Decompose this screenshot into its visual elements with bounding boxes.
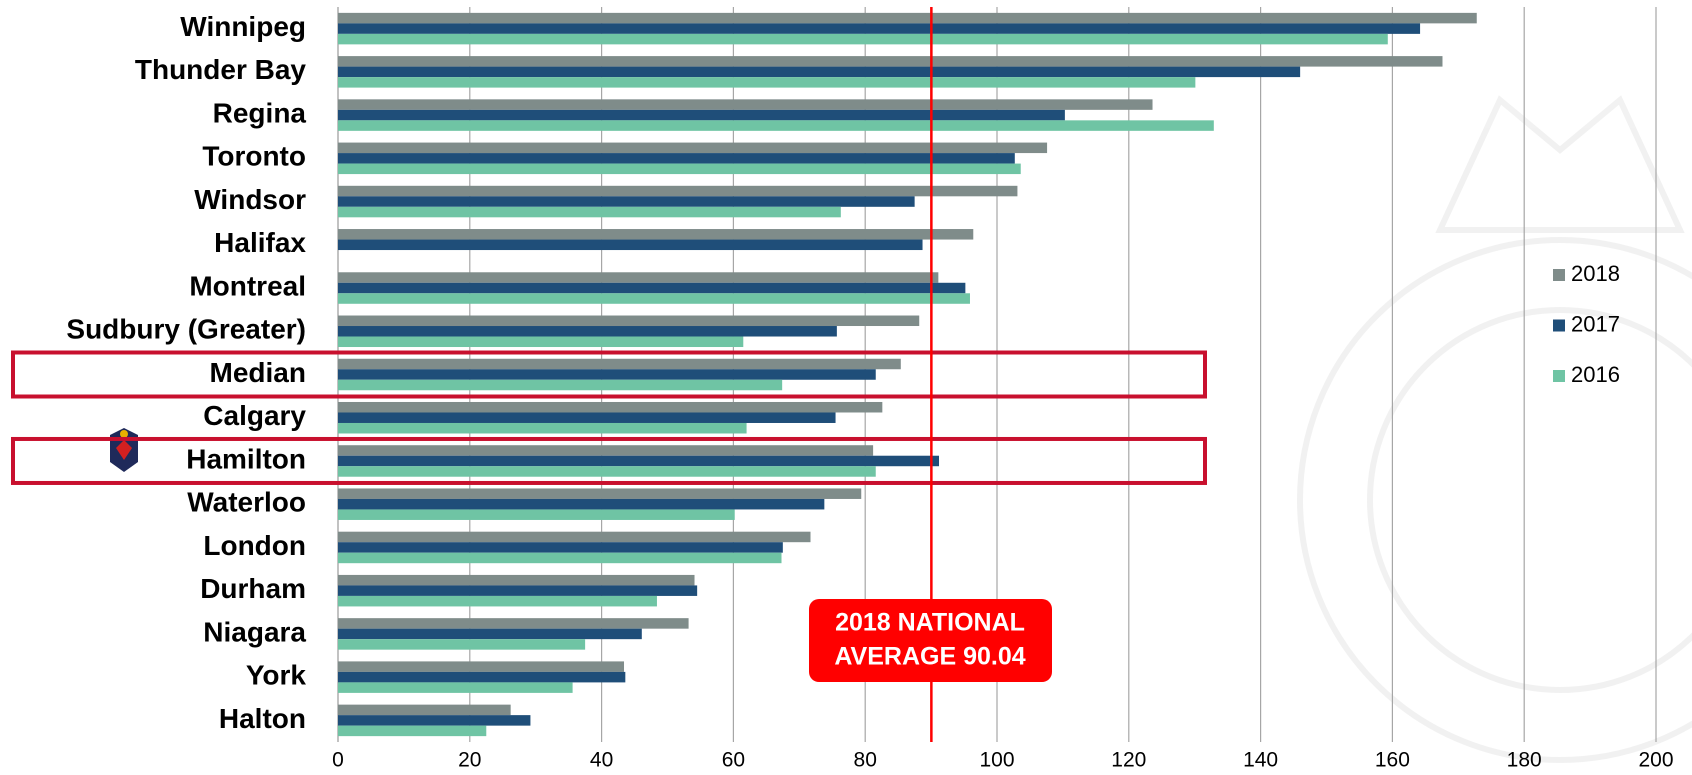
bar: [338, 715, 531, 726]
x-tick-label: 40: [590, 749, 613, 772]
x-tick-label: 20: [458, 749, 481, 772]
x-tick-label: 100: [979, 749, 1014, 772]
bar: [338, 671, 626, 683]
bar: [338, 369, 876, 380]
annotation-box: [809, 599, 1052, 682]
bar: [338, 326, 837, 337]
category-label: Waterloo: [187, 487, 306, 518]
bar: [338, 163, 1021, 175]
bar: [338, 661, 625, 672]
legend-label: 2016: [1571, 362, 1620, 387]
bar: [338, 498, 825, 510]
bar: [338, 488, 862, 499]
bar: [338, 336, 744, 348]
bar: [338, 229, 974, 240]
highlight-box: [11, 350, 1207, 399]
x-tick-label: 80: [854, 749, 877, 772]
bar: [338, 77, 1196, 88]
category-label: London: [203, 530, 306, 561]
bar: [338, 455, 940, 467]
category-label: Durham: [200, 573, 306, 604]
annotation-text: AVERAGE 90.04: [834, 643, 1025, 671]
category-label: Winnipeg: [180, 11, 306, 42]
bar: [338, 99, 1153, 110]
bar: [338, 185, 1018, 197]
bar: [338, 33, 1388, 45]
category-label: Halifax: [214, 227, 306, 258]
bar: [338, 272, 939, 283]
legend-swatch: [1553, 319, 1565, 332]
legend-swatch: [1553, 370, 1565, 382]
bar: [338, 618, 689, 629]
category-label: Montreal: [189, 270, 306, 301]
category-label: York: [246, 660, 307, 691]
bar: [338, 542, 783, 553]
bar: [338, 725, 487, 737]
x-tick-label: 0: [332, 749, 344, 772]
bar: [338, 639, 586, 650]
legend-label: 2018: [1571, 261, 1620, 286]
bar: [338, 315, 920, 327]
annotation-text: 2018 NATIONAL: [835, 609, 1025, 637]
category-label: Regina: [213, 97, 307, 128]
bar: [338, 531, 811, 543]
x-tick-label: 140: [1243, 749, 1278, 772]
bar: [338, 704, 511, 716]
bar: [338, 595, 657, 607]
bar: [338, 239, 923, 251]
bar: [338, 23, 1421, 34]
x-tick-label: 160: [1375, 749, 1410, 772]
category-label: Hamilton: [186, 443, 306, 474]
bar: [338, 109, 1065, 121]
category-label: Windsor: [194, 184, 306, 215]
category-label: Sudbury (Greater): [66, 314, 306, 345]
bar: [338, 422, 747, 434]
x-tick-label: 200: [1638, 749, 1673, 772]
watermark: [1297, 95, 1692, 763]
bar: [338, 153, 1015, 164]
category-label: Calgary: [203, 400, 306, 431]
hamilton-icon: [110, 428, 138, 472]
category-label: Median: [210, 357, 306, 388]
bar: [338, 585, 698, 596]
bar: [338, 509, 735, 520]
bar: [338, 574, 695, 586]
category-label: Halton: [219, 703, 306, 734]
category-label: Thunder Bay: [135, 54, 307, 85]
highlight-box: [11, 436, 1207, 485]
bar: [338, 196, 915, 207]
bar: [338, 206, 841, 218]
category-label: Toronto: [202, 141, 306, 172]
bar: [338, 120, 1214, 131]
bar: [338, 412, 836, 423]
x-tick-label: 60: [722, 749, 745, 772]
category-label: Niagara: [203, 616, 306, 647]
legend-label: 2017: [1571, 311, 1620, 336]
bar: [338, 56, 1443, 67]
legend-swatch: [1553, 269, 1565, 281]
x-tick-label: 180: [1507, 749, 1542, 772]
bar: [338, 379, 783, 391]
bar: [338, 628, 642, 640]
bar: [338, 552, 782, 564]
x-tick-label: 120: [1111, 749, 1146, 772]
bar: [338, 682, 573, 693]
bar: [338, 466, 876, 477]
bar: [338, 282, 966, 294]
bar: [338, 66, 1301, 78]
bar: [338, 142, 1048, 154]
bar: [338, 445, 874, 456]
bar: [338, 401, 883, 413]
bar: [338, 12, 1477, 24]
bar: [338, 358, 901, 370]
bar: [338, 293, 970, 304]
